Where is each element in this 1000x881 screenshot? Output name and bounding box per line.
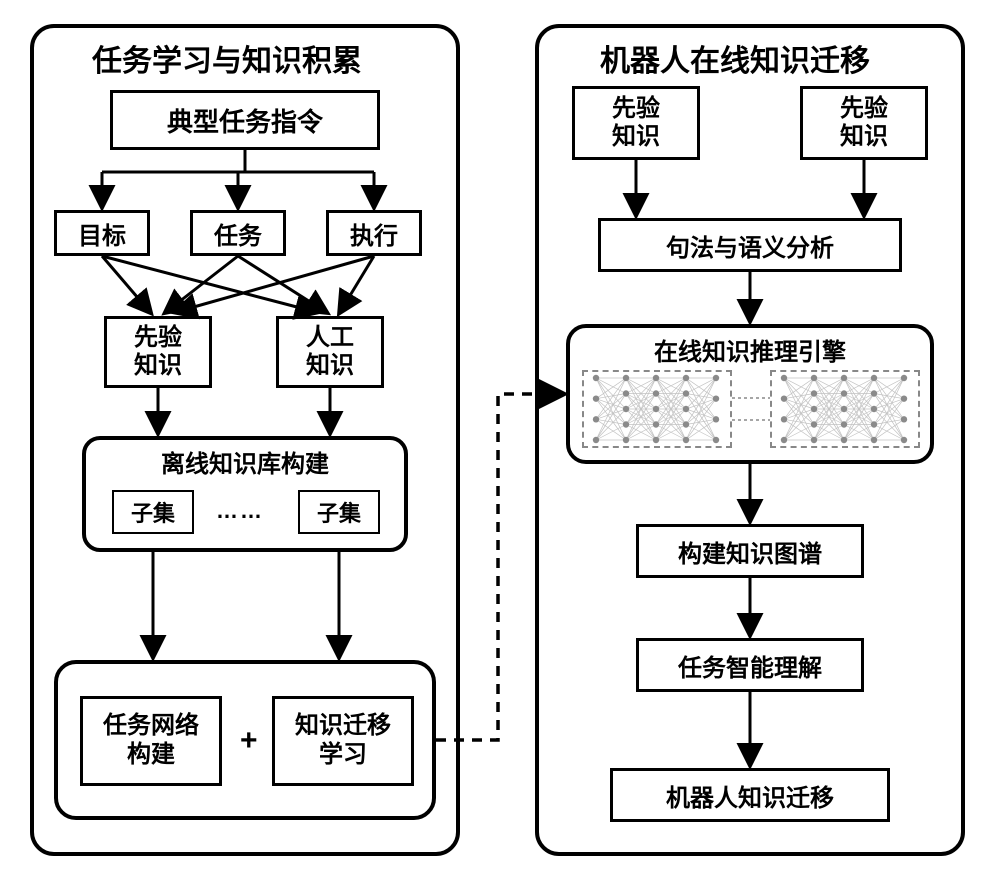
node-subset-2: 子集 (298, 490, 380, 534)
node-r-prior-1: 先验 知识 (572, 86, 700, 160)
node-goal: 目标 (54, 210, 150, 256)
node-subset-1: 子集 (112, 490, 194, 534)
node-task-understanding: 任务智能理解 (636, 638, 864, 692)
node-human-knowledge: 人工 知识 (276, 316, 384, 388)
node-transfer-learning: 知识迁移 学习 (272, 696, 414, 786)
left-panel-title: 任务学习与知识积累 (92, 36, 362, 80)
node-robot-transfer: 机器人知识迁移 (610, 768, 890, 822)
node-prior-knowledge: 先验 知识 (104, 316, 212, 388)
node-r-prior-2: 先验 知识 (800, 86, 928, 160)
plus-sign: + (240, 724, 258, 758)
nn-dashed-left (582, 370, 732, 448)
nn-dashed-right (770, 370, 920, 448)
right-panel-title: 机器人在线知识迁移 (600, 36, 870, 80)
node-exec: 执行 (326, 210, 422, 256)
node-task-network: 任务网络 构建 (80, 696, 222, 786)
node-task: 任务 (190, 210, 286, 256)
node-typical-command: 典型任务指令 (110, 90, 380, 150)
node-syntax-semantic: 句法与语义分析 (598, 218, 902, 272)
node-offline-kb-title: 离线知识库构建 (82, 444, 408, 479)
subset-ellipsis: …… (216, 498, 264, 524)
node-engine-title: 在线知识推理引擎 (566, 332, 934, 367)
node-knowledge-graph: 构建知识图谱 (636, 524, 864, 578)
